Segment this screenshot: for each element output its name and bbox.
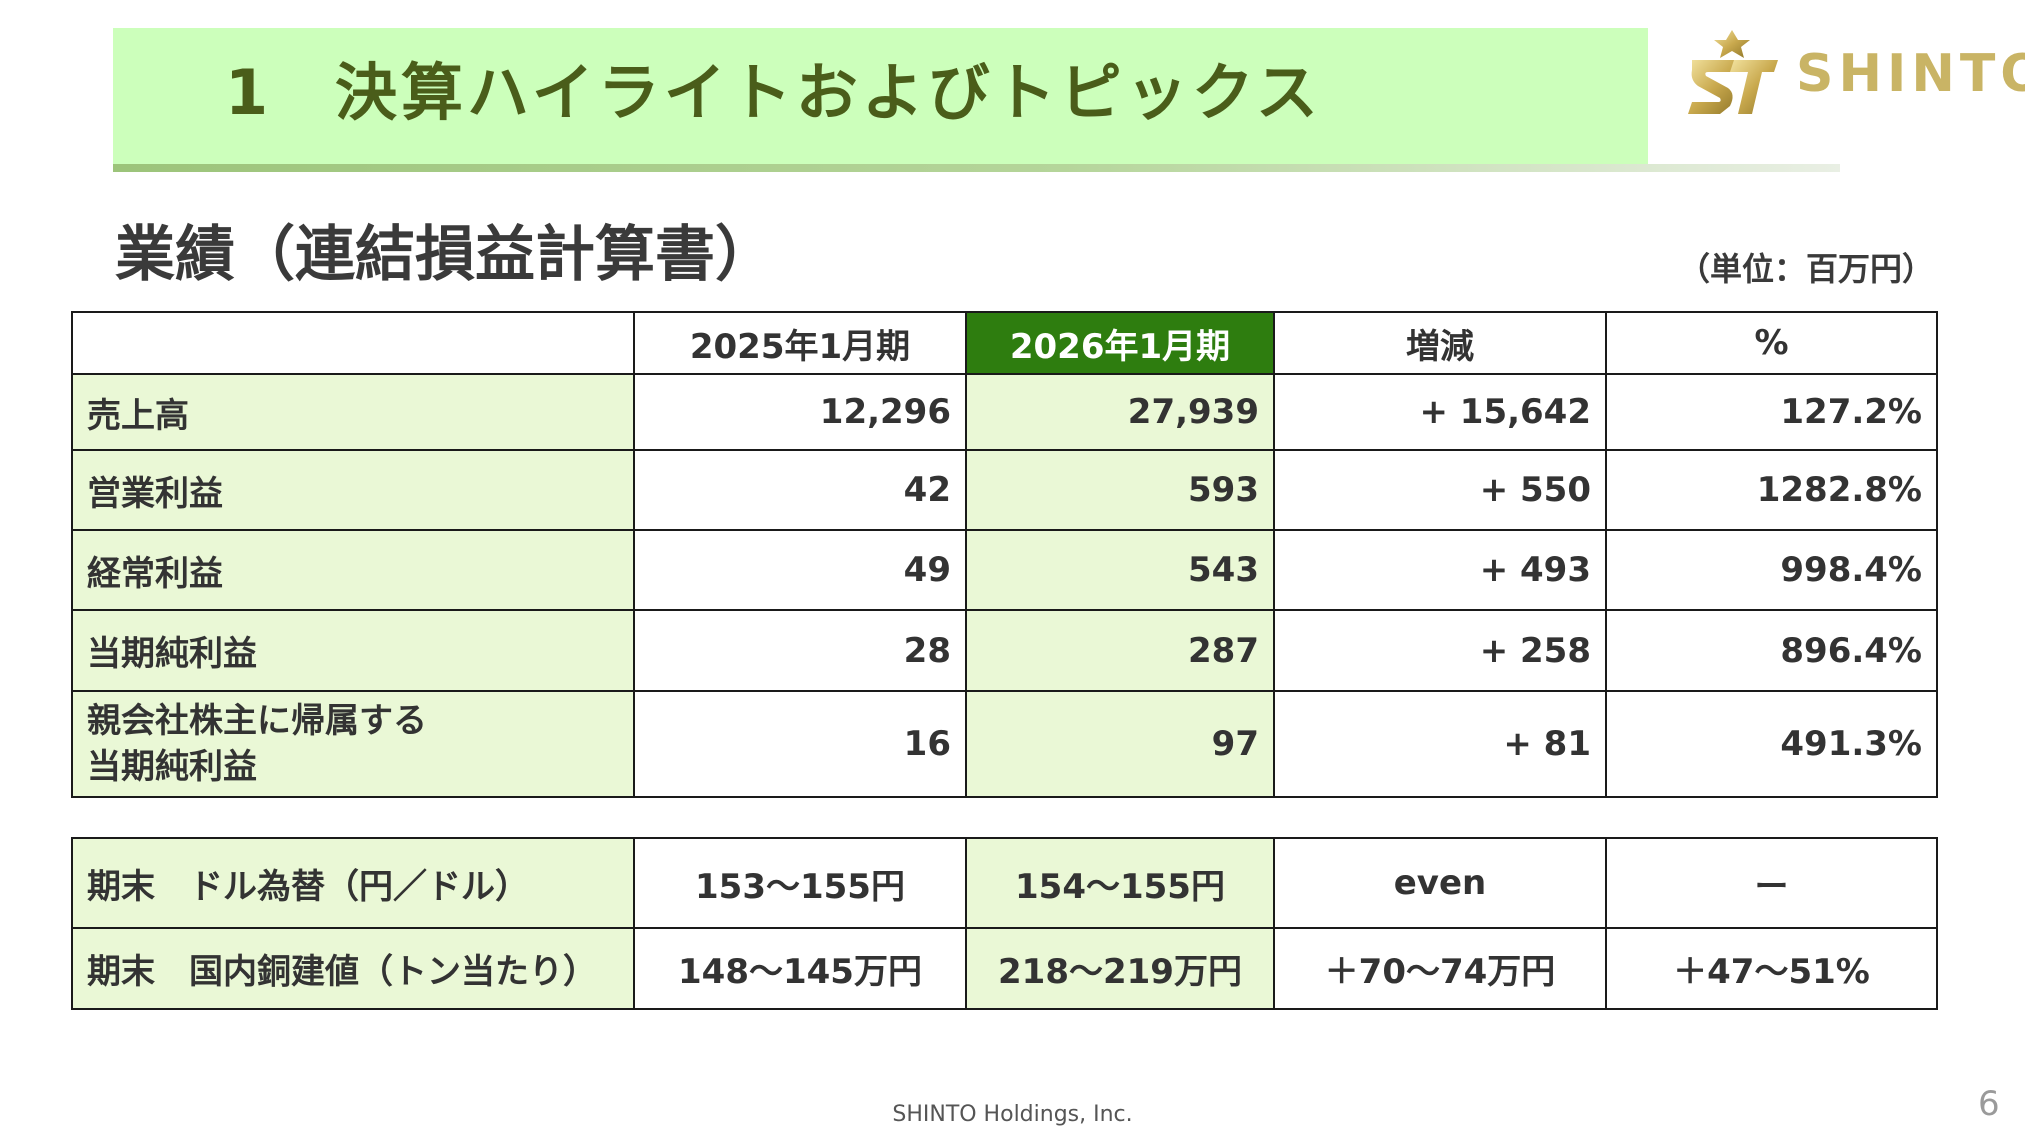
percent-value: 1282.8% bbox=[1605, 449, 1938, 531]
change-value: ＋70～74万円 bbox=[1273, 927, 1607, 1010]
current-value: 287 bbox=[965, 609, 1275, 692]
table-row: 期末 国内銅建値（トン当たり） 148～145万円 218～219万円 ＋70～… bbox=[71, 927, 1938, 1010]
current-value: 218～219万円 bbox=[965, 927, 1275, 1010]
percent-value: ＋47～51% bbox=[1605, 927, 1938, 1010]
current-value: 593 bbox=[965, 449, 1275, 531]
prev-value: 42 bbox=[633, 449, 967, 531]
header-cell-change: 増減 bbox=[1273, 311, 1607, 375]
change-value: even bbox=[1273, 837, 1607, 929]
income-statement-table: 2025年1月期 2026年1月期 増減 % 売上高 12,296 27,939… bbox=[71, 311, 1938, 798]
table-row: 経常利益 49 543 + 493 998.4% bbox=[71, 529, 1938, 611]
current-value: 97 bbox=[965, 690, 1275, 798]
row-label: 当期純利益 bbox=[71, 609, 635, 692]
change-value: + 15,642 bbox=[1273, 373, 1607, 451]
percent-value: 127.2% bbox=[1605, 373, 1938, 451]
change-value: + 550 bbox=[1273, 449, 1607, 531]
percent-value: 896.4% bbox=[1605, 609, 1938, 692]
company-logo: SHINTO bbox=[1684, 26, 2025, 116]
header-cell-prev-period: 2025年1月期 bbox=[633, 311, 967, 375]
section-title: 業績（連結損益計算書） bbox=[115, 220, 775, 290]
row-label: 期末 ドル為替（円／ドル） bbox=[71, 837, 635, 929]
unit-note: （単位：百万円） bbox=[1678, 250, 1935, 288]
header-cell-current-period: 2026年1月期 bbox=[965, 311, 1275, 375]
row-label: 営業利益 bbox=[71, 449, 635, 531]
percent-value: 998.4% bbox=[1605, 529, 1938, 611]
current-value: 27,939 bbox=[965, 373, 1275, 451]
row-label-line1: 親会社株主に帰属する bbox=[87, 701, 427, 741]
title-band bbox=[113, 28, 1648, 166]
row-label: 経常利益 bbox=[71, 529, 635, 611]
prev-value: 28 bbox=[633, 609, 967, 692]
table-row: 期末 ドル為替（円／ドル） 153～155円 154～155円 even ー bbox=[71, 837, 1938, 929]
table-row: 売上高 12,296 27,939 + 15,642 127.2% bbox=[71, 373, 1938, 451]
header-cell-percent: % bbox=[1605, 311, 1938, 375]
title-underline bbox=[113, 164, 1840, 172]
page-title-text: 決算ハイライトおよびトピックス bbox=[335, 56, 1322, 129]
market-indicators-table: 期末 ドル為替（円／ドル） 153～155円 154～155円 even ー 期… bbox=[71, 837, 1938, 1010]
shinto-logo-icon bbox=[1688, 30, 1778, 114]
prev-value: 16 bbox=[633, 690, 967, 798]
current-value: 154～155円 bbox=[965, 837, 1275, 929]
prev-value: 12,296 bbox=[633, 373, 967, 451]
table-row: 当期純利益 28 287 + 258 896.4% bbox=[71, 609, 1938, 692]
section-number: 1 bbox=[225, 56, 273, 129]
logo-text: SHINTO bbox=[1796, 44, 2025, 104]
percent-value: ー bbox=[1605, 837, 1938, 929]
row-label-line2: 当期純利益 bbox=[87, 747, 257, 787]
row-label: 期末 国内銅建値（トン当たり） bbox=[71, 927, 635, 1010]
table-row: 親会社株主に帰属する 当期純利益 16 97 + 81 491.3% bbox=[71, 690, 1938, 798]
percent-value: 491.3% bbox=[1605, 690, 1938, 798]
table-row: 営業利益 42 593 + 550 1282.8% bbox=[71, 449, 1938, 531]
row-label: 売上高 bbox=[71, 373, 635, 451]
header-cell-empty bbox=[71, 311, 635, 375]
change-value: + 258 bbox=[1273, 609, 1607, 692]
prev-value: 148～145万円 bbox=[633, 927, 967, 1010]
row-label: 親会社株主に帰属する 当期純利益 bbox=[71, 690, 635, 798]
current-value: 543 bbox=[965, 529, 1275, 611]
prev-value: 49 bbox=[633, 529, 967, 611]
change-value: + 81 bbox=[1273, 690, 1607, 798]
change-value: + 493 bbox=[1273, 529, 1607, 611]
page-title: 1 決算ハイライトおよびトピックス bbox=[225, 48, 1322, 138]
table-header-row: 2025年1月期 2026年1月期 増減 % bbox=[71, 311, 1938, 375]
page-number: 6 bbox=[1978, 1084, 2000, 1124]
prev-value: 153～155円 bbox=[633, 837, 967, 929]
footer-company: SHINTO Holdings, Inc. bbox=[892, 1102, 1133, 1127]
